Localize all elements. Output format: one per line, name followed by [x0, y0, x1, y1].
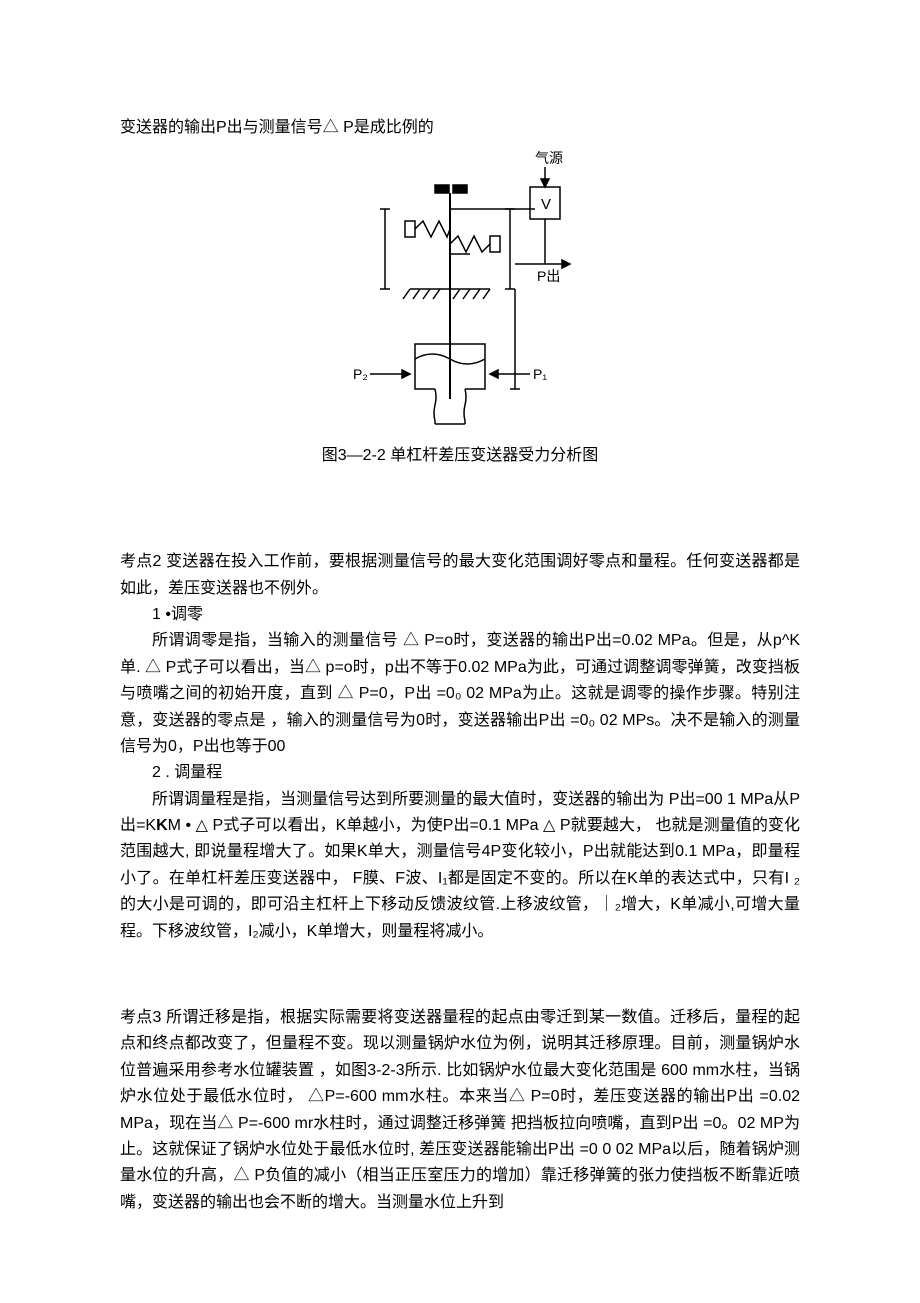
- kd2-item2-body: 所谓调量程是指，当测量信号达到所要测量的最大值时，变送器的输出为 P出=00 1…: [120, 787, 800, 945]
- transmitter-diagram: 气源 V: [315, 149, 605, 429]
- label-p1: P₁: [533, 366, 547, 382]
- kd2-item1-title: 1 •调零: [120, 602, 800, 628]
- figure-3-2-2: 气源 V: [120, 149, 800, 438]
- kd2-item2-title: 2 . 调量程: [120, 760, 800, 786]
- km-symbol: K: [156, 817, 168, 834]
- kd2-head: 考点2 变送器在投入工作前，要根据测量信号的最大变化范围调好零点和量程。任何变送…: [120, 549, 800, 602]
- kd2-item1-body: 所谓调零是指，当输入的测量信号 △ P=o时，变送器的输出P出=0.02 MPa…: [120, 628, 800, 760]
- figure-caption: 图3—2-2 单杠杆差压变送器受力分析图: [120, 443, 800, 469]
- label-air: 气源: [535, 150, 563, 166]
- label-pout: P出: [537, 268, 560, 284]
- label-v: V: [541, 196, 551, 213]
- label-p2: P₂: [353, 366, 368, 382]
- kd3-head: 考点3 所谓迁移是指，根据实际需要将变送器量程的起点由零迁到某一数值。迁移后，量…: [120, 1005, 800, 1216]
- intro-text: 变送器的输出P出与测量信号△ P是成比例的: [120, 115, 800, 141]
